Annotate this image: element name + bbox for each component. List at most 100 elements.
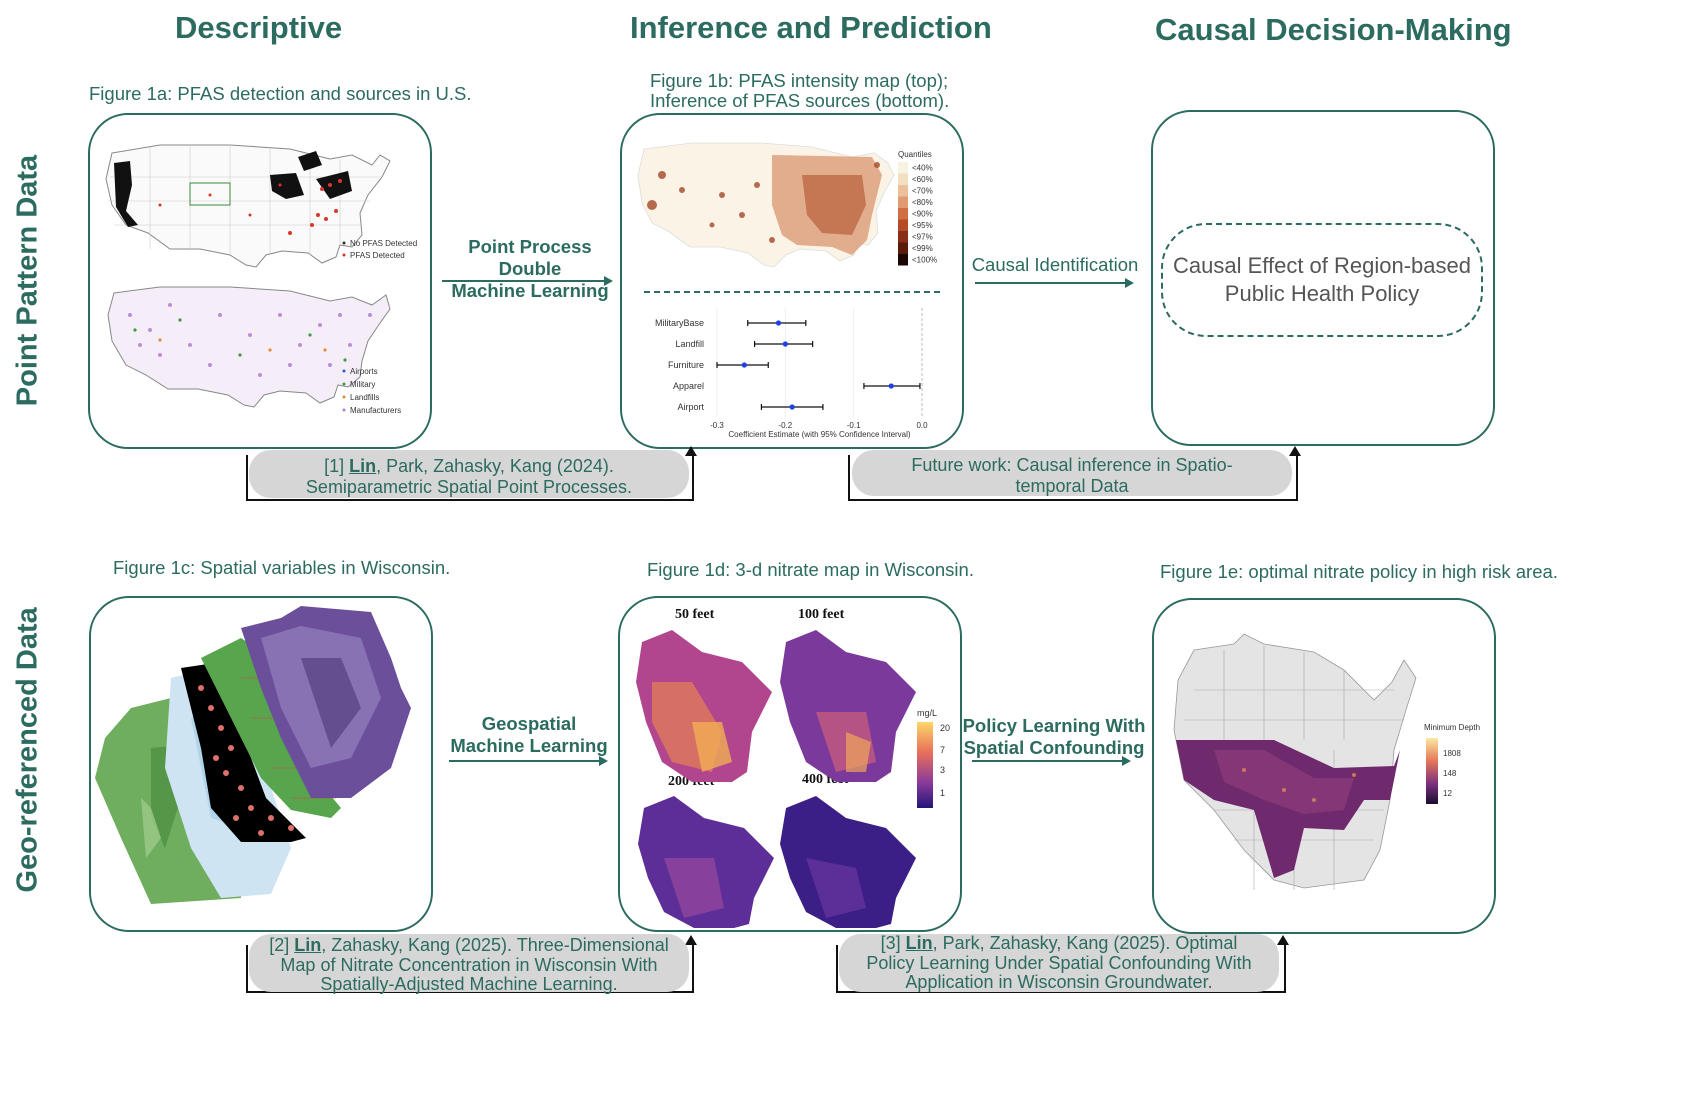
figure-1b-caption-line2: Inference of PFAS sources (bottom).	[650, 90, 950, 111]
ref2-line2: Map of Nitrate Concentration in Wisconsi…	[280, 954, 658, 975]
ref3-line1: , Park, Zahasky, Kang (2025). Optimal	[932, 933, 1238, 953]
arrow-label-pp-dml-line1: Point Process Double	[468, 236, 592, 279]
quantile-swatch	[898, 173, 908, 185]
quantile-swatch	[898, 162, 908, 174]
ref2-author-link[interactable]: Lin	[294, 935, 322, 955]
legend-landfills: Landfills	[350, 393, 379, 402]
figure-1d-caption: Figure 1d: 3-d nitrate map in Wisconsin.	[647, 559, 974, 580]
coefficient-chart: -0.3 -0.2 -0.1 0.0 MilitaryBase Landfill Furni…	[655, 308, 928, 439]
arrow-pp-dml	[442, 276, 613, 286]
coef-point	[741, 362, 747, 368]
row-title-point-pattern: Point Pattern Data	[11, 154, 44, 407]
ref2-bracket	[246, 945, 694, 993]
coef-point	[888, 383, 894, 389]
legend-pfas-detected: PFAS Detected	[350, 251, 405, 260]
quantile-swatch	[898, 242, 908, 254]
causal-panel	[1151, 110, 1495, 446]
figure-1c-layers	[95, 606, 411, 904]
nitrate-tick-20: 20	[940, 723, 950, 733]
future-work-line1: Future work: Causal inference in Spatio-	[911, 455, 1233, 475]
min-depth-tick-148: 148	[1443, 769, 1457, 778]
figure-1c-panel	[89, 596, 433, 932]
arrow-label-causal-id: Causal Identification	[971, 254, 1139, 275]
ref3-arrowhead	[1277, 935, 1289, 945]
nitrate-colorbar	[917, 722, 933, 808]
arrow-label-geo-ml-line2: Machine Learning	[450, 735, 608, 756]
coef-tick-label: 0.0	[916, 421, 928, 430]
arrow-label-policy: Policy Learning With Spatial Confounding	[962, 715, 1146, 759]
coef-point	[789, 404, 795, 410]
future-work-line2: temporal Data	[1015, 476, 1129, 496]
ref1-author-link[interactable]: Lin	[349, 456, 377, 476]
ref1-line1: , Park, Zahasky, Kang (2024).	[376, 456, 614, 476]
future-work-box: Future work: Causal inference in Spatio-…	[852, 450, 1292, 496]
min-depth-title: Minimum Depth	[1424, 723, 1480, 732]
column-title-causal: Causal Decision-Making	[1155, 12, 1512, 47]
quantile-label: <70%	[912, 187, 933, 196]
quantile-label: <99%	[912, 244, 933, 253]
arrow-label-pp-dml-line2: Machine Learning	[451, 280, 609, 301]
coef-point	[782, 341, 788, 347]
depth-100-label: 100 feet	[798, 607, 845, 622]
nitrate-tick-3: 3	[940, 765, 945, 775]
column-title-inference: Inference and Prediction	[630, 10, 992, 45]
arrow-label-geo-ml-line1: Geospatial	[481, 713, 577, 734]
ref2-line1: , Zahasky, Kang (2025). Three-Dimensiona…	[321, 935, 669, 955]
quantile-swatch	[898, 208, 908, 220]
arrow-geo-ml	[449, 756, 608, 766]
future-bracket	[848, 455, 1298, 501]
quantile-swatch	[898, 185, 908, 197]
future-arrowhead	[1289, 446, 1301, 456]
arrow-label-policy-line2: Spatial Confounding	[963, 737, 1145, 758]
quantile-title: Quantiles	[898, 150, 932, 159]
quantile-legend: <40% <60% <70% <80% <90% <95% <97% <99% <100%	[898, 162, 937, 266]
figure-1a-panel: No PFAS Detected PFAS Detected Airports …	[88, 113, 432, 449]
quantile-label: <40%	[912, 164, 933, 173]
ref3-prefix: [3]	[880, 933, 906, 953]
coef-tick-label: -0.2	[778, 421, 792, 430]
ref3-author-link[interactable]: Lin	[905, 933, 933, 953]
legend-military: Military	[350, 380, 375, 389]
min-depth-colorbar	[1426, 738, 1438, 804]
figure-1c-caption: Figure 1c: Spatial variables in Wisconsi…	[113, 557, 451, 578]
nitrate-map-400	[780, 796, 916, 928]
ref1-prefix: [1]	[324, 456, 350, 476]
ref2-arrowhead	[685, 935, 697, 945]
quantile-label: <90%	[912, 210, 933, 219]
figure-1d-panel: 50 feet 100 feet 200 feet 400 feet mg/L …	[618, 596, 962, 932]
coef-tick-label: -0.1	[847, 421, 861, 430]
nitrate-map-100	[780, 630, 916, 782]
quantile-label: <97%	[912, 233, 933, 242]
figure-1b-chart: Quantiles <40% <60% <70% <80% <90% <95% <97% <9…	[637, 142, 944, 439]
depth-50-label: 50 feet	[675, 607, 715, 622]
ref1-arrowhead	[685, 446, 697, 456]
nitrate-map-50	[636, 630, 772, 782]
figure-1b-caption-line1: Figure 1b: PFAS intensity map (top);	[650, 70, 949, 91]
ref1-line2: Semiparametric Spatial Point Processes.	[305, 477, 633, 497]
quantile-swatch	[898, 231, 908, 243]
figure-1b-panel: Quantiles <40% <60% <70% <80% <90% <95% <97% <9…	[620, 113, 964, 449]
nitrate-tick-7: 7	[940, 745, 945, 755]
nitrate-unit: mg/L	[917, 708, 937, 718]
quantile-swatch	[898, 219, 908, 231]
ref2-box[interactable]: [2] Lin, Zahasky, Kang (2025). Three-Dim…	[249, 934, 689, 994]
figure-1d-maps: 50 feet 100 feet 200 feet 400 feet mg/L …	[636, 607, 950, 928]
ref1-bracket	[246, 455, 694, 501]
figure-1b-caption: Figure 1b: PFAS intensity map (top); Inf…	[650, 71, 949, 111]
ref3-line2: Policy Learning Under Spatial Confoundin…	[866, 952, 1252, 973]
arrow-policy	[972, 756, 1131, 766]
min-depth-tick-12: 12	[1443, 789, 1452, 798]
ref3-box[interactable]: [3] Lin, Park, Zahasky, Kang (2025). Opt…	[839, 933, 1279, 992]
arrow-label-policy-line1: Policy Learning With	[962, 715, 1146, 736]
legend-airports: Airports	[350, 367, 378, 376]
quantile-label: <100%	[912, 256, 937, 265]
causal-effect-line1: Causal Effect of Region-based	[1173, 253, 1471, 278]
coef-category-label: Apparel	[673, 381, 704, 391]
legend-no-pfas: No PFAS Detected	[350, 239, 417, 248]
ref3-bracket	[836, 945, 1286, 993]
ref2-prefix: [2]	[269, 935, 295, 955]
coef-point	[775, 320, 782, 326]
quantile-label: <80%	[912, 198, 933, 207]
coef-category-label: Landfill	[675, 339, 704, 349]
ref1-box[interactable]: [1] Lin, Park, Zahasky, Kang (2024). Sem…	[249, 450, 689, 498]
